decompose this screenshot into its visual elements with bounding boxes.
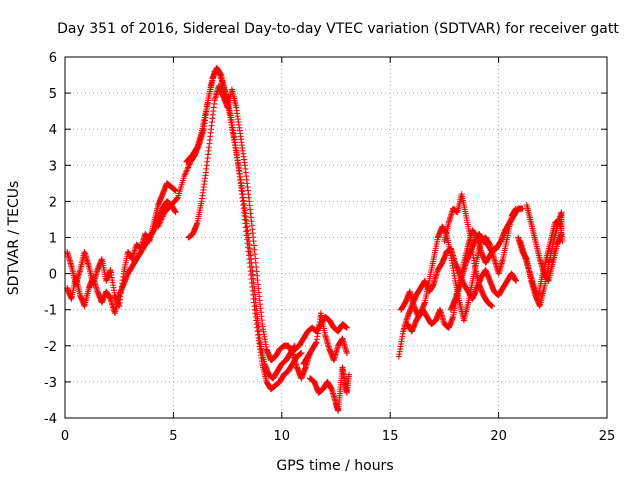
x-tick-label: 0 (61, 429, 69, 444)
data-point (181, 173, 188, 180)
data-point (156, 220, 163, 227)
y-tick-label: 3 (49, 159, 57, 174)
chart-title: Day 351 of 2016, Sidereal Day-to-day VTE… (57, 21, 619, 37)
y-tick-label: 0 (49, 268, 57, 283)
y-tick-label: 2 (49, 195, 57, 210)
data-point (155, 223, 162, 230)
data-point (298, 350, 305, 357)
y-tick-label: 4 (49, 123, 57, 138)
data-point (346, 371, 353, 378)
y-tick-label: -4 (44, 412, 57, 427)
data-point (157, 219, 164, 226)
data-point (172, 187, 179, 194)
data-point (185, 163, 192, 170)
data-series (64, 64, 566, 414)
data-point (155, 222, 162, 229)
x-tick-label: 10 (274, 429, 291, 444)
x-tick-label: 15 (382, 429, 399, 444)
x-tick-label: 25 (599, 429, 616, 444)
grid-lines (65, 57, 607, 418)
data-point (185, 164, 192, 171)
x-tick-label: 20 (490, 429, 507, 444)
data-point (172, 209, 179, 216)
y-tick-label: 1 (49, 232, 57, 247)
y-tick-labels: -4 -3 -2 -1 0 1 2 3 4 5 6 (44, 51, 57, 427)
data-point (183, 168, 190, 175)
data-point (173, 196, 180, 203)
data-point (182, 170, 189, 177)
y-tick-label: 5 (49, 87, 57, 102)
data-point (343, 350, 350, 357)
data-point (343, 324, 350, 331)
data-point (181, 171, 188, 178)
data-point (158, 216, 165, 223)
data-point (183, 167, 190, 174)
data-point (160, 212, 167, 219)
x-axis-label: GPS time / hours (276, 458, 393, 474)
y-tick-label: -2 (44, 340, 57, 355)
data-point (157, 217, 164, 224)
data-point (186, 161, 193, 168)
y-tick-label: -3 (44, 376, 57, 391)
x-tick-labels: 0 5 10 15 20 25 (61, 429, 615, 444)
x-tick-label: 5 (169, 429, 177, 444)
data-point (159, 213, 166, 220)
data-point (174, 195, 181, 202)
y-tick-label: -1 (44, 304, 57, 319)
y-axis-label: SDTVAR / TECUs (6, 181, 22, 296)
data-point (512, 277, 519, 284)
data-point (159, 215, 166, 222)
data-point (184, 165, 191, 172)
y-tick-label: 6 (49, 51, 57, 66)
